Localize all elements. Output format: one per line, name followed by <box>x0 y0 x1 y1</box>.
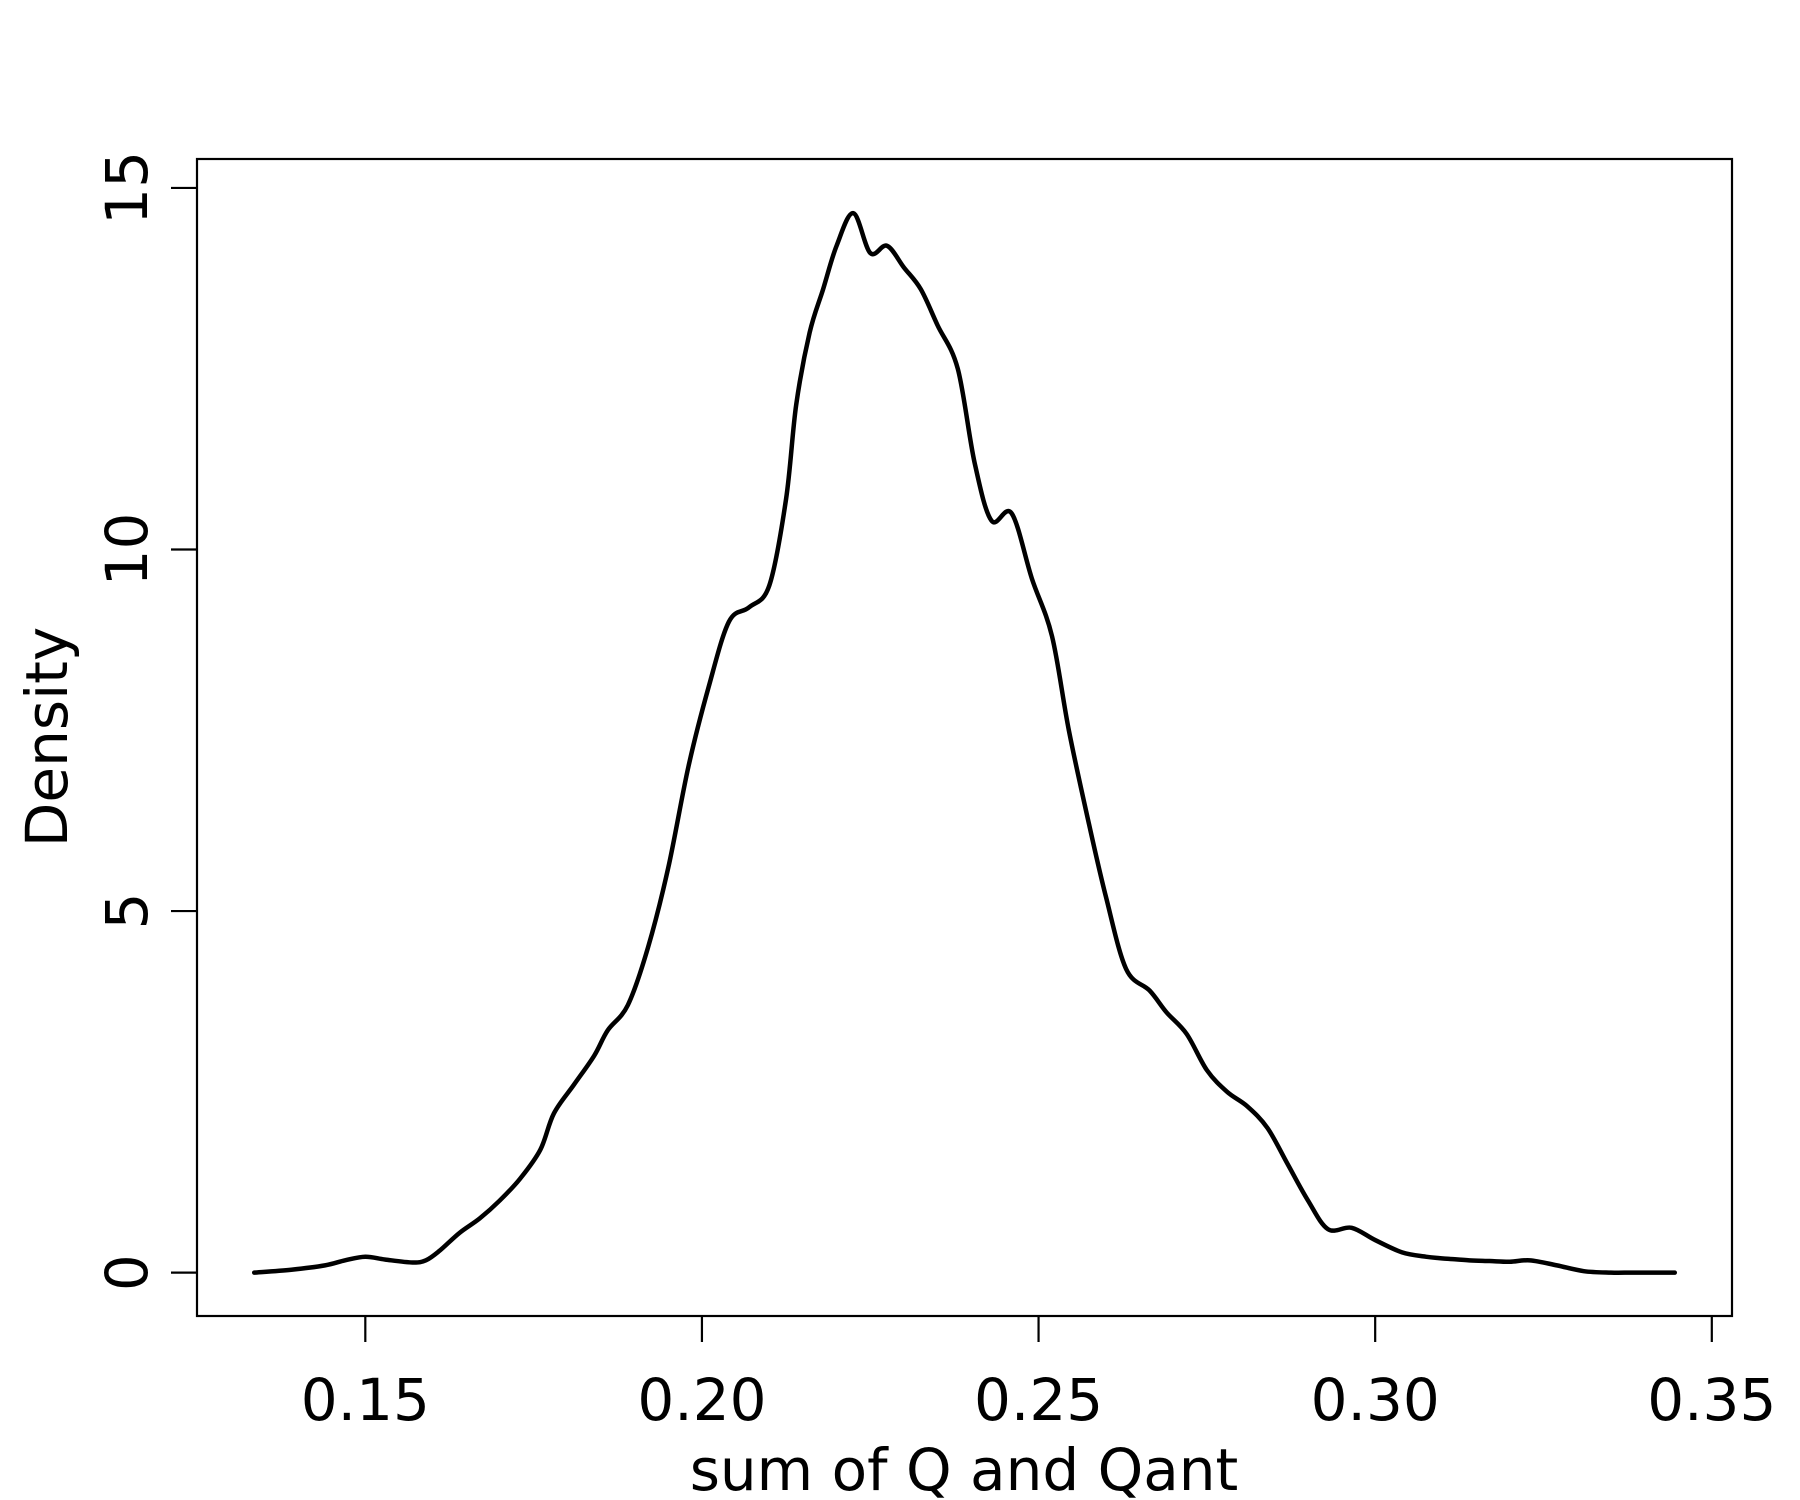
x-axis: 0.15 0.20 0.25 0.30 0.35 <box>301 1316 1776 1434</box>
y-axis: 0 5 10 15 <box>93 151 197 1291</box>
density-curve <box>251 210 1678 1275</box>
y-axis-title: Density <box>13 627 81 848</box>
y-tick-label-0: 0 <box>93 1254 161 1291</box>
x-tick-label-0: 0.15 <box>301 1366 430 1434</box>
y-tick-label-2: 10 <box>93 513 161 587</box>
plot-frame <box>195 157 1734 1318</box>
y-tick-label-1: 5 <box>93 893 161 930</box>
x-axis-title: sum of Q and Qant <box>690 1436 1239 1500</box>
x-tick-label-4: 0.35 <box>1647 1366 1776 1434</box>
x-tick-label-2: 0.25 <box>974 1366 1103 1434</box>
y-tick-label-3: 15 <box>93 151 161 225</box>
x-tick-label-3: 0.30 <box>1311 1366 1440 1434</box>
x-tick-label-1: 0.20 <box>637 1366 766 1434</box>
